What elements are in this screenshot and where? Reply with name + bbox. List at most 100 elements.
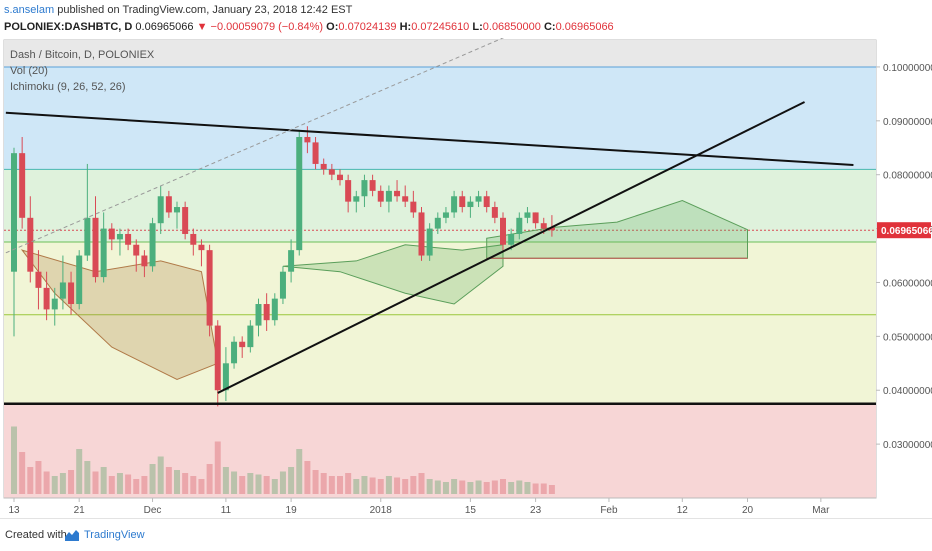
candle-body — [402, 196, 409, 202]
volume-bar — [198, 479, 205, 494]
candle-body — [475, 196, 482, 202]
close-value: 0.06965066 — [555, 21, 614, 33]
candle-body — [508, 233, 515, 245]
ichimoku-indicator-label[interactable]: Ichimoku (9, 26, 52, 26) — [10, 81, 126, 93]
zone-gray — [4, 40, 876, 67]
x-tick-label: 2018 — [370, 505, 393, 516]
candle-body — [483, 196, 490, 208]
candle-body — [345, 180, 352, 202]
publish-info: published on TradingView.com, January 23… — [57, 4, 353, 16]
candle-body — [149, 223, 156, 267]
volume-bar — [304, 461, 311, 494]
candle-body — [92, 217, 99, 278]
candle-body — [214, 325, 221, 391]
candle-body — [206, 250, 213, 326]
price-change: −0.00059079 (−0.84%) — [210, 21, 324, 33]
candle-body — [500, 217, 506, 245]
candle-body — [524, 212, 531, 218]
candle-body — [451, 196, 458, 213]
time-axis[interactable]: 13 21 Dec 11 19 2018 15 23 Feb 12 20 Mar — [4, 497, 876, 516]
candle-body — [377, 190, 384, 202]
volume-bar — [451, 479, 458, 494]
x-tick-label: 11 — [221, 505, 232, 516]
x-tick-label: 13 — [8, 505, 20, 516]
volume-bar — [516, 480, 523, 494]
zone-red — [4, 403, 876, 498]
volume-bar — [491, 480, 498, 494]
volume-bar — [92, 471, 99, 494]
x-tick-label: 19 — [286, 505, 298, 516]
volume-bar — [51, 476, 58, 494]
candle-body — [11, 153, 17, 272]
down-arrow-icon: ▼ — [196, 21, 208, 33]
trendline-1 — [217, 101, 805, 394]
volume-bar — [100, 467, 107, 494]
volume-bar — [288, 467, 295, 494]
open-value: 0.07024139 — [338, 21, 397, 33]
candle-body — [548, 227, 555, 231]
volume-bar — [76, 449, 83, 494]
author-link[interactable]: s.anselam — [4, 4, 55, 16]
candle-body — [516, 217, 523, 234]
candle-body — [19, 153, 26, 218]
candle-body — [410, 201, 417, 213]
candle-body — [434, 217, 441, 229]
y-tick-label: 0.04000000 — [883, 386, 932, 397]
candle-body — [263, 304, 270, 321]
y-tick-label: 0.10000000 — [883, 63, 932, 74]
volume-bar — [19, 452, 26, 494]
created-with-label: Created with — [5, 529, 67, 541]
volume-bar — [108, 476, 115, 494]
y-tick-label: 0.06000000 — [883, 278, 932, 289]
candle-body — [369, 180, 376, 191]
chart-title: Dash / Bitcoin, D, POLONIEX — [10, 49, 155, 61]
close-label: C: — [543, 21, 556, 33]
volume-bar — [524, 482, 531, 494]
zone-blue — [4, 66, 876, 170]
price-axis[interactable]: 0.03000000 0.04000000 0.05000000 0.06000000… — [876, 63, 932, 451]
volume-bar — [263, 476, 270, 494]
candle-body — [222, 363, 229, 391]
volume-bar — [475, 480, 482, 494]
x-tick-label: 21 — [74, 505, 86, 516]
candle-body — [68, 282, 75, 305]
candle-body — [491, 207, 498, 218]
low-label: L: — [472, 21, 483, 33]
candle-body — [394, 190, 401, 197]
chart-header: s.anselam published on TradingView.com, … — [0, 0, 932, 38]
x-tick-label: 23 — [530, 505, 542, 516]
candle-body — [288, 250, 295, 272]
volume-bar — [214, 441, 221, 494]
tradingview-link[interactable]: TradingView — [84, 529, 145, 541]
symbol-label: POLONIEX:DASHBTC, D — [4, 21, 133, 33]
volume-bar — [426, 479, 433, 494]
volume-bar — [239, 476, 246, 494]
trendlines[interactable] — [4, 38, 876, 405]
volume-bar — [394, 477, 401, 494]
last-price: 0.06965066 — [135, 21, 194, 33]
volume-bar — [84, 461, 91, 494]
volume-indicator-label[interactable]: Vol (20) — [10, 65, 48, 77]
candle-body — [255, 304, 262, 326]
volume-bar — [377, 479, 384, 494]
candle-body — [247, 325, 254, 348]
candle-body — [84, 217, 91, 256]
volume-bar — [149, 464, 156, 494]
x-tick-label: 12 — [677, 505, 689, 516]
y-tick-label: 0.09000000 — [883, 117, 932, 128]
candle-body — [133, 244, 140, 256]
candle-body — [165, 196, 172, 213]
y-tick-label: 0.08000000 — [883, 171, 932, 182]
volume-bar — [279, 471, 286, 494]
candle-body — [51, 298, 58, 310]
candle-body — [361, 180, 368, 197]
cloud-segment-2 — [282, 244, 504, 305]
volume-bar — [312, 470, 319, 494]
volume-bar — [116, 473, 123, 494]
volume-bar — [133, 479, 140, 494]
volume-bar — [247, 473, 254, 494]
candle-body — [231, 341, 238, 364]
trendline-0 — [5, 111, 854, 167]
y-tick-label: 0.03000000 — [883, 440, 932, 451]
price-chart[interactable]: 0.03000000 0.04000000 0.05000000 0.06000000… — [0, 38, 932, 518]
